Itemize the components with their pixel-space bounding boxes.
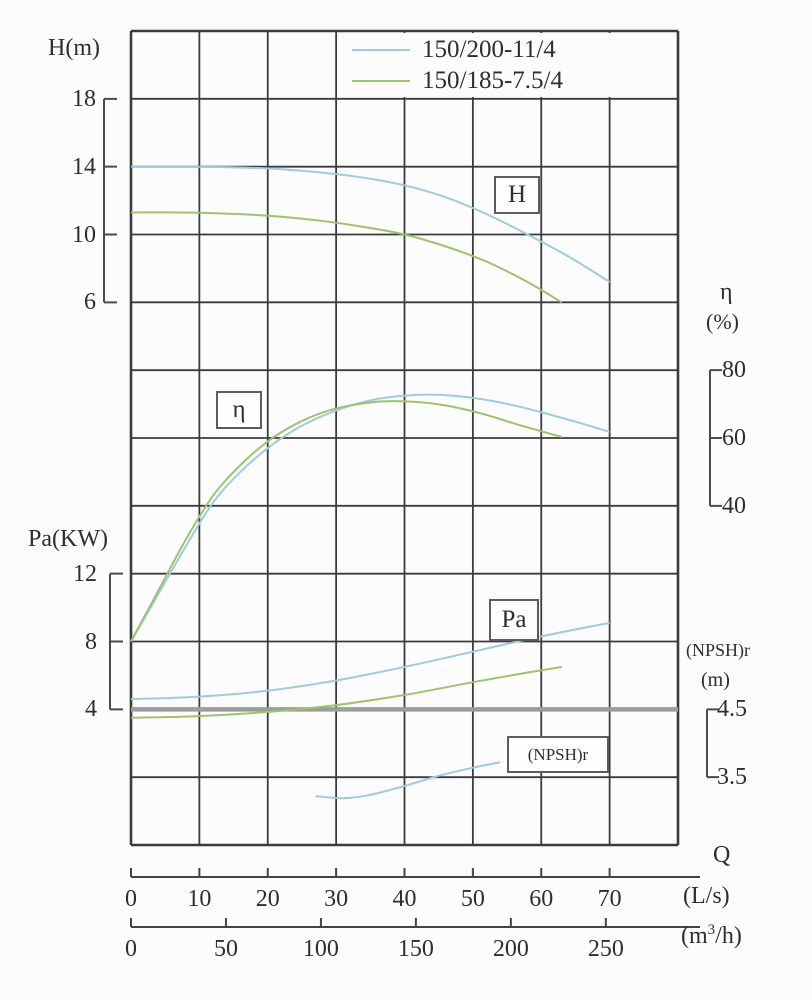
x-tick-label-ls: 40 — [392, 886, 417, 912]
x-tick-label-m3h: 250 — [587, 936, 624, 962]
x-tick-label-m3h: 0 — [125, 936, 137, 962]
legend-item: 150/185-7.5/4 — [340, 65, 676, 96]
x1-axis-unit: (L/s) — [683, 883, 730, 909]
x-tick-label-m3h: 150 — [397, 936, 434, 962]
h-tick-label: 10 — [72, 221, 96, 248]
legend-line-swatch — [352, 79, 410, 82]
eta-axis-unit: (%) — [706, 309, 739, 334]
eta-tick-label: 60 — [722, 425, 746, 451]
legend-series-label: 150/185-7.5/4 — [422, 66, 563, 94]
h-tick-label: 18 — [72, 85, 96, 112]
x-tick-label-ls: 0 — [125, 886, 137, 912]
x-tick-label-ls: 20 — [255, 886, 280, 912]
x-tick-label-m3h: 200 — [492, 936, 529, 962]
x-tick-label-ls: 60 — [529, 886, 554, 912]
pa-tick-label: 12 — [73, 560, 97, 587]
curve-label-NPSH: (NPSH)r — [507, 736, 609, 773]
x-tick-label-ls: 30 — [324, 886, 349, 912]
x-tick-label-ls: 10 — [187, 886, 212, 912]
x-tick-label-m3h: 50 — [213, 936, 238, 962]
x-tick-label-ls: 50 — [460, 886, 485, 912]
legend-line-swatch — [352, 48, 410, 51]
eta-tick-label: 80 — [722, 357, 746, 384]
axis-bracket-H — [103, 97, 117, 304]
legend-item: 150/200-11/4 — [340, 34, 676, 65]
h-axis-title: H(m) — [48, 35, 100, 61]
x-tick-label-ls: 70 — [597, 886, 622, 912]
x2-axis-unit: (m3/h) — [681, 922, 742, 949]
eta-axis-title: η — [720, 279, 733, 305]
curve-NPSH-150/200-11/4 — [315, 761, 501, 800]
eta-tick-label: 40 — [722, 492, 746, 519]
curve-eta-150/200-11/4 — [130, 393, 610, 642]
h-tick-label: 14 — [72, 153, 96, 180]
npsh-axis-title: (NPSH)r — [686, 640, 751, 660]
axis-bracket-NPSH — [706, 708, 719, 779]
pa-tick-label: 4 — [85, 696, 97, 723]
axis-bracket-eta — [709, 369, 722, 507]
q-axis-title: Q — [713, 842, 731, 868]
npsh-tick-label: 4.5 — [717, 696, 747, 723]
x-tick-label-m3h: 100 — [302, 936, 339, 962]
curve-label-eta: η — [216, 391, 262, 429]
axis-bracket-Pa — [109, 572, 123, 711]
h-tick-label: 6 — [84, 289, 96, 316]
curve-eta-150/185-7.5/4 — [130, 400, 563, 642]
legend: 150/200-11/4 150/185-7.5/4 — [340, 33, 676, 97]
pa-tick-label: 8 — [85, 628, 97, 655]
x-axis-ls — [130, 868, 700, 878]
curve-H-150/200-11/4 — [130, 165, 611, 283]
curve-label-H: H — [494, 176, 540, 214]
curve-label-Pa: Pa — [489, 599, 539, 641]
npsh-axis-unit: (m) — [701, 669, 730, 691]
x-axis-m3h — [130, 918, 700, 928]
legend-series-label: 150/200-11/4 — [422, 35, 556, 63]
curve-Pa-150/185-7.5/4 — [130, 665, 562, 719]
curve-H-150/185-7.5/4 — [130, 211, 563, 304]
pa-axis-title: Pa(KW) — [28, 526, 108, 552]
npsh-tick-label: 3.5 — [717, 764, 747, 791]
